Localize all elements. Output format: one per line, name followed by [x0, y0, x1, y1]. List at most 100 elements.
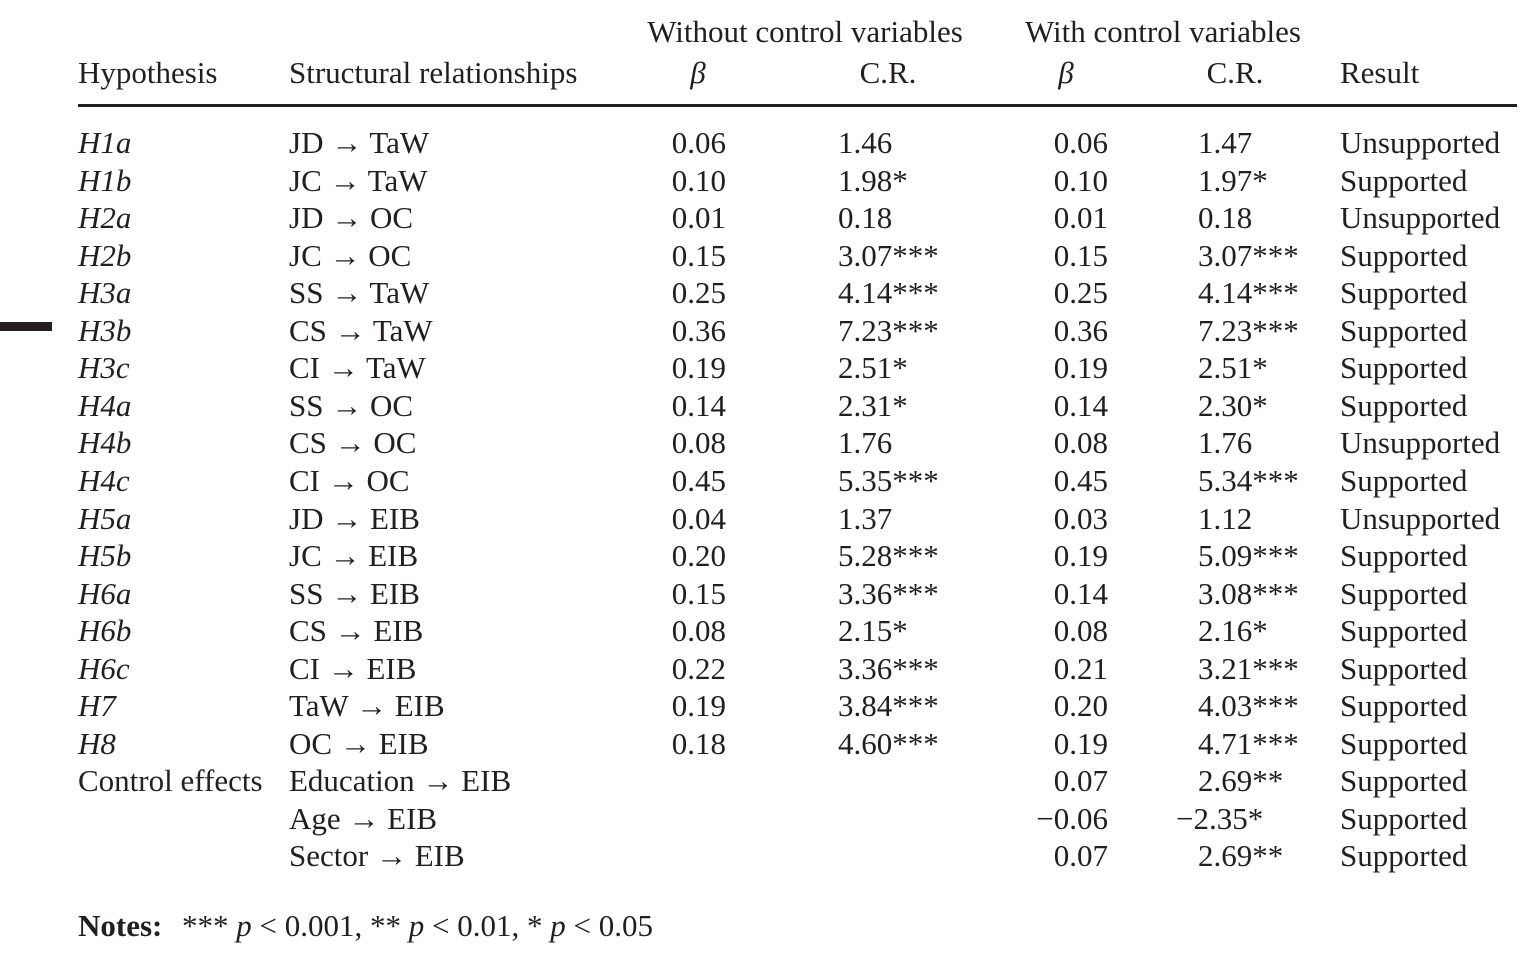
critical-ratio: 3.84***	[838, 688, 939, 724]
beta: 0.19	[671, 688, 726, 724]
critical-ratio: 7.23***	[1198, 312, 1299, 348]
relationship: CI → TaW	[289, 350, 426, 386]
column-header: Hypothesis	[78, 55, 218, 90]
result: Supported	[1340, 312, 1468, 348]
beta: 0.19	[1053, 538, 1108, 574]
hypothesis: H4a	[78, 387, 132, 423]
critical-ratio: 7.23***	[838, 312, 939, 348]
critical-ratio: 4.60***	[838, 725, 939, 761]
column-header: Result	[1340, 55, 1420, 90]
result: Supported	[1340, 613, 1468, 649]
beta: 0.14	[671, 387, 726, 423]
result: Supported	[1340, 800, 1468, 836]
beta: 0.15	[671, 575, 726, 611]
column-header: Structural relationships	[289, 55, 578, 90]
beta: 0.14	[1053, 387, 1108, 423]
critical-ratio: 5.35***	[838, 462, 939, 498]
beta: 0.15	[1053, 237, 1108, 273]
result: Supported	[1340, 275, 1468, 311]
critical-ratio: 1.12	[1198, 500, 1253, 536]
relationship: JD → EIB	[289, 500, 420, 536]
critical-ratio: −2.35*	[1176, 800, 1264, 836]
critical-ratio: 1.97*	[1198, 162, 1268, 198]
hypothesis: H5b	[78, 538, 132, 574]
critical-ratio: 2.30*	[1198, 387, 1268, 423]
critical-ratio: 4.71***	[1198, 725, 1299, 761]
beta: 0.25	[671, 275, 726, 311]
critical-ratio: 0.18	[1198, 200, 1253, 236]
beta: 0.01	[1053, 200, 1108, 236]
relationship: CS → TaW	[289, 312, 433, 348]
result: Unsupported	[1340, 125, 1501, 160]
critical-ratio: 2.51*	[838, 350, 908, 386]
beta: −0.06	[1036, 800, 1108, 836]
relationship: Age → EIB	[289, 800, 438, 836]
column-header: β	[1058, 55, 1074, 90]
beta: 0.10	[671, 162, 726, 198]
relationship: CS → OC	[289, 425, 417, 461]
beta: 0.08	[671, 613, 726, 649]
beta: 0.01	[671, 200, 726, 236]
relationship: SS → TaW	[289, 275, 430, 311]
result: Supported	[1340, 575, 1468, 611]
critical-ratio: 5.28***	[838, 538, 939, 574]
column-header: β	[690, 55, 706, 90]
critical-ratio: 2.51*	[1198, 350, 1268, 386]
critical-ratio: 4.14***	[1198, 275, 1299, 311]
result: Supported	[1340, 387, 1468, 423]
result: Supported	[1340, 237, 1468, 273]
beta: 0.21	[1053, 650, 1108, 686]
hypothesis: H3c	[78, 350, 130, 386]
notes-label: Notes:	[78, 908, 163, 943]
hypothesis: H1b	[78, 162, 132, 198]
critical-ratio: 3.08***	[1198, 575, 1299, 611]
critical-ratio: 1.98*	[838, 162, 908, 198]
relationship: JC → EIB	[289, 538, 419, 574]
beta: 0.18	[671, 725, 726, 761]
beta: 0.45	[671, 462, 726, 498]
critical-ratio: 2.69**	[1198, 763, 1284, 799]
hypothesis: H2b	[78, 237, 132, 273]
beta: 0.19	[671, 350, 726, 386]
hypothesis: H4b	[78, 425, 132, 461]
hypothesis: H8	[78, 725, 116, 761]
beta: 0.07	[1053, 838, 1108, 874]
critical-ratio: 3.07***	[838, 237, 939, 273]
beta: 0.20	[1053, 688, 1108, 724]
relationship: JC → OC	[289, 237, 412, 273]
relationship: SS → OC	[289, 387, 414, 423]
column-header: C.R.	[1206, 55, 1264, 90]
critical-ratio: 3.21***	[1198, 650, 1299, 686]
result: Supported	[1340, 162, 1468, 198]
critical-ratio: 1.47	[1198, 125, 1253, 160]
critical-ratio: 4.14***	[838, 275, 939, 311]
group-header: Without control variables	[647, 14, 963, 49]
hypothesis: H6c	[78, 650, 130, 686]
hypothesis: H3a	[78, 275, 132, 311]
beta: 0.07	[1053, 763, 1108, 799]
critical-ratio: 0.18	[838, 200, 893, 236]
relationship: CI → EIB	[289, 650, 417, 686]
relationship: JD → TaW	[289, 125, 430, 160]
beta: 0.08	[1053, 613, 1108, 649]
beta: 0.15	[671, 237, 726, 273]
result: Supported	[1340, 650, 1468, 686]
critical-ratio: 1.37	[838, 500, 893, 536]
critical-ratio: 3.36***	[838, 650, 939, 686]
beta: 0.10	[1053, 162, 1108, 198]
result: Supported	[1340, 838, 1468, 874]
beta: 0.36	[671, 312, 726, 348]
beta: 0.19	[1053, 725, 1108, 761]
group-header: With control variables	[1025, 14, 1301, 49]
hypothesis: H2a	[78, 200, 132, 236]
result: Unsupported	[1340, 425, 1501, 461]
result: Unsupported	[1340, 500, 1501, 536]
critical-ratio: 2.16*	[1198, 613, 1268, 649]
beta: 0.36	[1053, 312, 1108, 348]
relationship: Sector → EIB	[289, 838, 465, 874]
relationship: Education → EIB	[289, 763, 512, 799]
result: Supported	[1340, 462, 1468, 498]
beta: 0.14	[1053, 575, 1108, 611]
result: Supported	[1340, 538, 1468, 574]
